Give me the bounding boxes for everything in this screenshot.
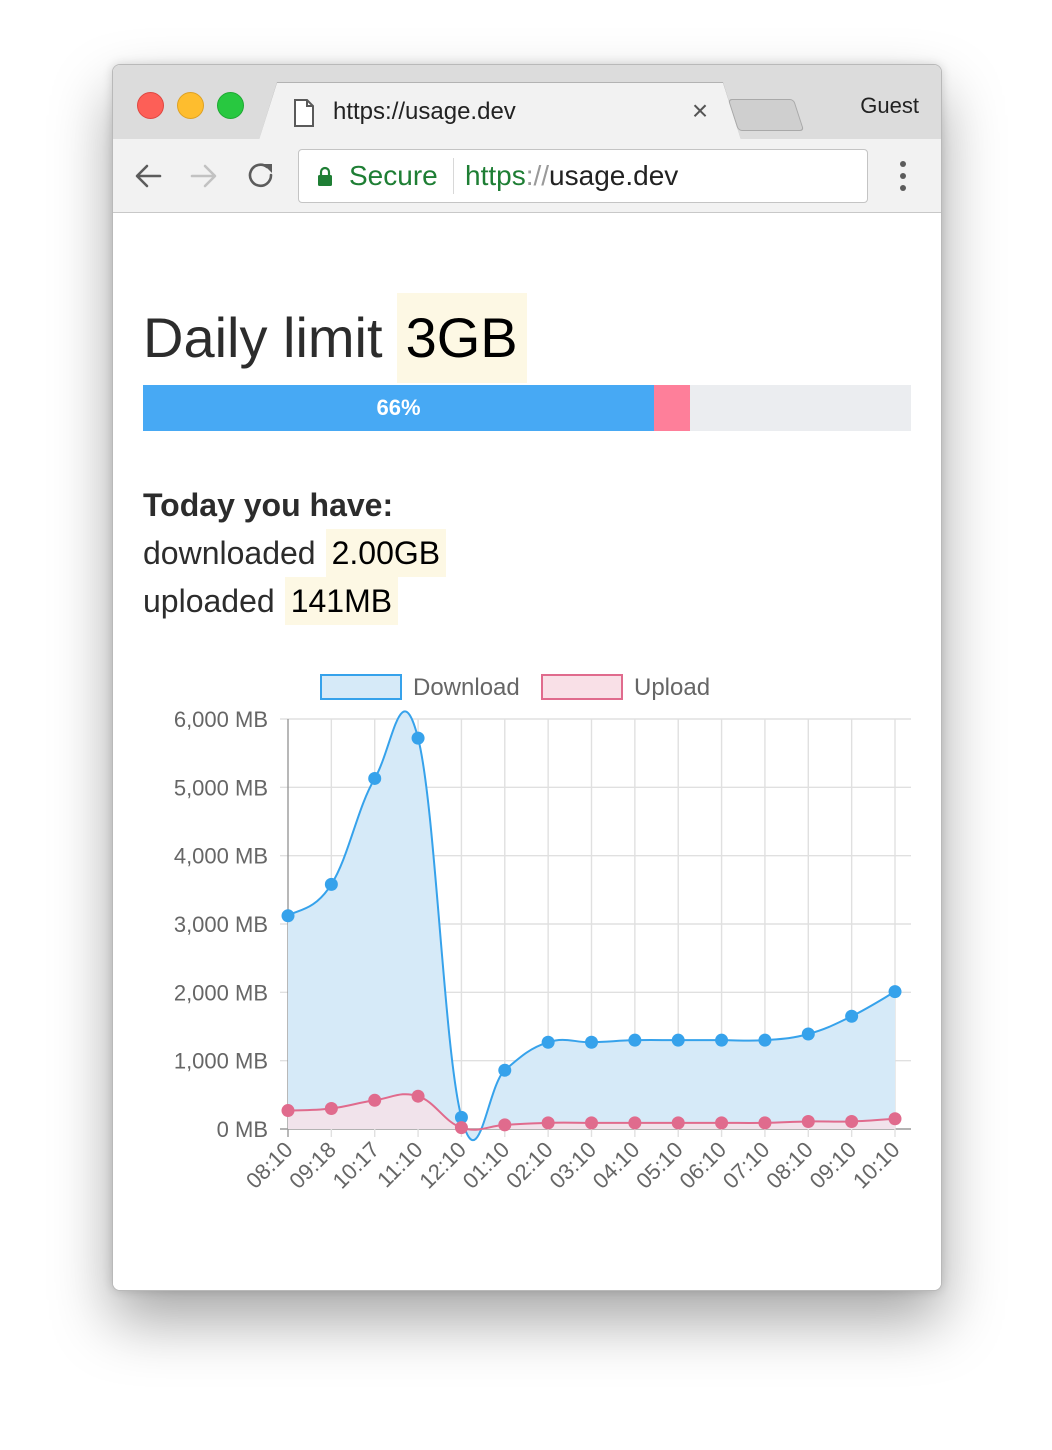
upload-point[interactable]	[454, 1121, 468, 1135]
download-area	[288, 711, 895, 1141]
page-icon	[294, 99, 314, 127]
download-point[interactable]	[628, 1033, 642, 1047]
x-tick-label: 08:10	[241, 1137, 298, 1194]
profile-label[interactable]: Guest	[860, 93, 919, 118]
menu-dots-icon[interactable]	[897, 159, 909, 193]
secure-label: Secure	[349, 160, 438, 191]
upload-point[interactable]	[324, 1102, 338, 1115]
download-point[interactable]	[758, 1033, 772, 1047]
upload-point[interactable]	[628, 1116, 642, 1130]
x-tick-label: 05:10	[631, 1137, 688, 1194]
x-tick-label: 10:17	[328, 1137, 385, 1194]
download-point[interactable]	[368, 771, 382, 785]
url-text[interactable]: https://usage.dev	[465, 160, 678, 192]
download-point[interactable]	[671, 1033, 685, 1047]
download-legend-label[interactable]: Download	[413, 674, 520, 701]
forward-arrow-icon[interactable]	[189, 161, 219, 191]
upload-point[interactable]	[281, 1104, 295, 1118]
download-point[interactable]	[541, 1035, 555, 1049]
upload-point[interactable]	[715, 1116, 729, 1130]
download-point[interactable]	[801, 1027, 815, 1041]
download-point[interactable]	[281, 909, 295, 923]
back-arrow-icon[interactable]	[133, 161, 163, 191]
download-line	[287, 710, 896, 1141]
x-tick-label: 07:10	[718, 1137, 775, 1194]
url-separator: ://	[525, 160, 550, 191]
x-tick-label: 08:10	[761, 1137, 818, 1194]
upload-point[interactable]	[758, 1116, 772, 1130]
page-title: Daily limit 3GB	[143, 293, 527, 383]
x-tick-label: 12:10	[414, 1137, 471, 1194]
download-progress-fill: 66%	[143, 385, 654, 431]
page-content: Daily limit 3GB 66% Today you have: down…	[113, 213, 941, 1290]
download-point[interactable]	[498, 1063, 512, 1077]
zoom-window-button[interactable]	[217, 92, 244, 119]
usage-progress-bar: 66%	[143, 385, 911, 431]
y-tick-label: 3,000 MB	[174, 912, 268, 937]
download-point[interactable]	[324, 877, 338, 891]
upload-point[interactable]	[498, 1118, 512, 1132]
close-window-button[interactable]	[137, 92, 164, 119]
title-bar: https://usage.dev × Guest	[113, 65, 941, 139]
x-tick-label: 04:10	[588, 1137, 645, 1194]
download-point[interactable]	[454, 1110, 468, 1124]
upload-progress-fill	[654, 385, 690, 431]
upload-point[interactable]	[411, 1089, 425, 1103]
x-tick-label: 01:10	[458, 1137, 515, 1194]
reload-icon[interactable]	[246, 161, 276, 191]
x-tick-label: 03:10	[544, 1137, 601, 1194]
daily-limit-label: Daily limit	[143, 306, 383, 369]
upload-point[interactable]	[888, 1112, 902, 1126]
download-point[interactable]	[888, 985, 902, 999]
upload-point[interactable]	[845, 1114, 859, 1128]
upload-point[interactable]	[368, 1093, 382, 1107]
browser-window: https://usage.dev × Guest Secure https:/…	[112, 64, 942, 1291]
download-legend-swatch[interactable]	[320, 674, 402, 700]
download-point[interactable]	[845, 1009, 859, 1023]
downloaded-label: downloaded	[143, 535, 316, 571]
upload-legend-label[interactable]: Upload	[634, 674, 710, 701]
omnibox-divider	[453, 158, 454, 194]
address-bar[interactable]: Secure https://usage.dev	[298, 149, 868, 203]
y-tick-label: 6,000 MB	[174, 707, 268, 732]
url-host: usage.dev	[549, 160, 679, 191]
uploaded-value: 141MB	[284, 577, 399, 625]
x-tick-label: 06:10	[674, 1137, 731, 1194]
x-tick-label: 02:10	[501, 1137, 558, 1194]
x-tick-label: 11:10	[372, 1137, 427, 1192]
upload-point[interactable]	[585, 1116, 598, 1130]
y-tick-label: 2,000 MB	[174, 980, 268, 1005]
x-tick-label: 09:10	[805, 1137, 862, 1194]
upload-point[interactable]	[671, 1116, 685, 1130]
active-tab[interactable]	[259, 83, 741, 140]
upload-area	[288, 1094, 895, 1130]
download-point[interactable]	[715, 1033, 729, 1047]
uploaded-label: uploaded	[143, 583, 275, 619]
y-tick-label: 5,000 MB	[174, 775, 268, 800]
toolbar: Secure https://usage.dev	[113, 139, 941, 213]
uploaded-line: uploaded 141MB	[143, 577, 446, 625]
upload-legend-swatch[interactable]	[541, 674, 623, 700]
upload-point[interactable]	[801, 1114, 815, 1128]
downloaded-line: downloaded 2.00GB	[143, 529, 447, 577]
usage-chart: 6,000 MB 5,000 MB 4,000 MB 3,000 MB 2,000 MB…	[174, 674, 911, 1194]
download-point[interactable]	[411, 731, 425, 745]
url-scheme: https	[465, 160, 526, 191]
y-tick-label: 1,000 MB	[174, 1049, 268, 1074]
tab-close-icon[interactable]: ×	[691, 95, 709, 126]
y-tick-label: 0 MB	[217, 1117, 268, 1142]
minimize-window-button[interactable]	[177, 92, 204, 119]
y-tick-label: 4,000 MB	[174, 844, 268, 869]
x-tick-label: 09:18	[284, 1137, 341, 1194]
download-point[interactable]	[585, 1035, 598, 1049]
today-summary: Today you have: downloaded 2.00GB upload…	[143, 481, 447, 625]
lock-icon	[318, 166, 332, 186]
downloaded-value: 2.00GB	[325, 529, 447, 577]
x-tick-label: 10:10	[848, 1137, 905, 1194]
upload-point[interactable]	[541, 1116, 555, 1130]
daily-limit-value: 3GB	[396, 293, 527, 383]
tab-title: https://usage.dev	[333, 98, 516, 125]
new-tab-button[interactable]	[727, 99, 805, 131]
today-title: Today you have:	[143, 487, 394, 523]
